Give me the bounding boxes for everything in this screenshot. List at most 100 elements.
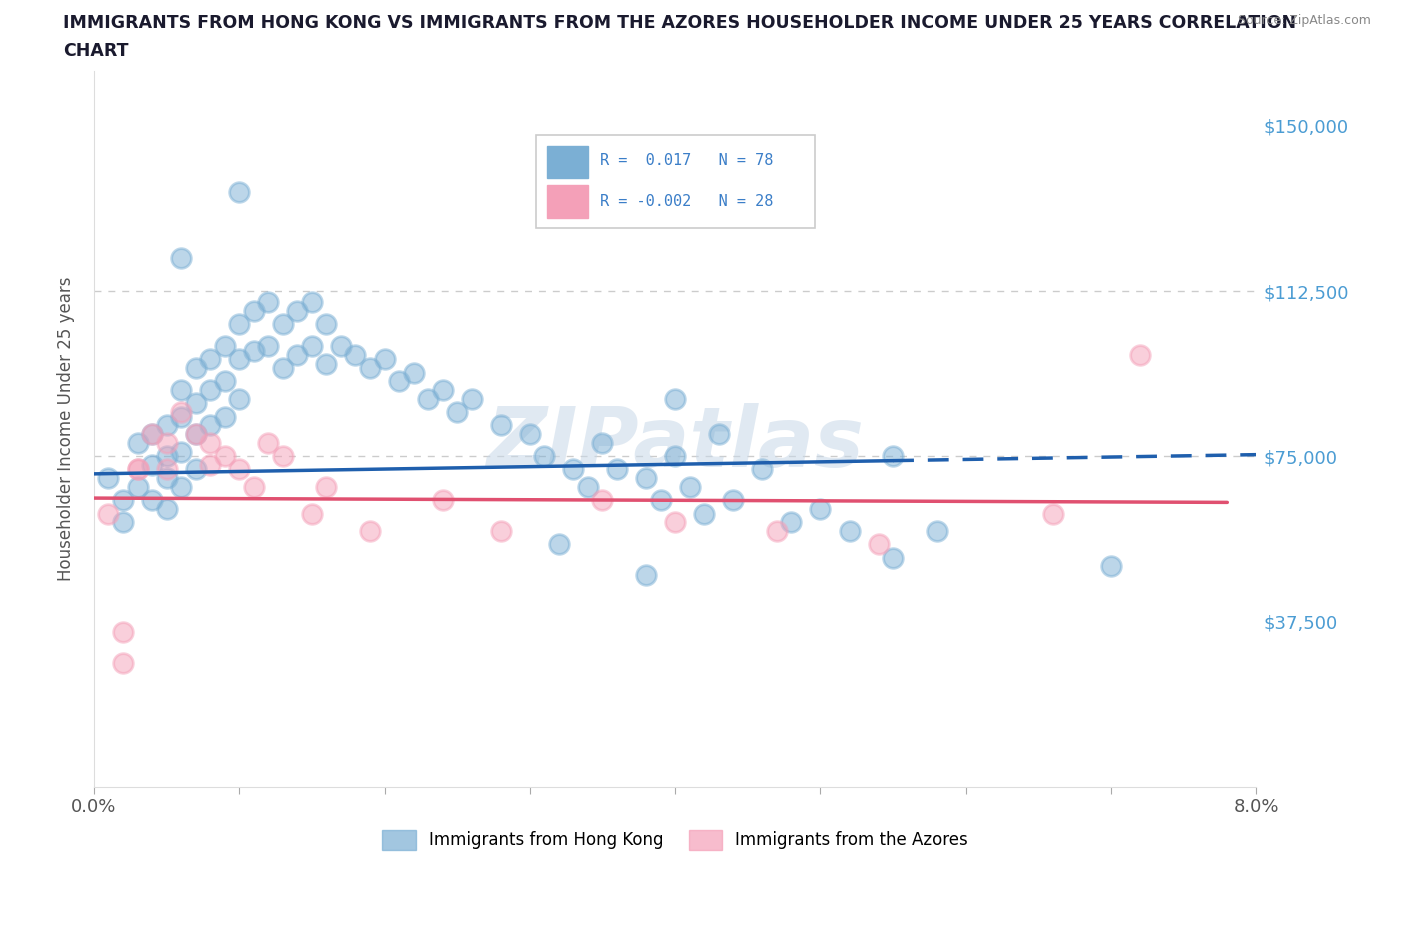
Point (636, 471, 658, 485)
Point (111, 515, 134, 530)
Point (388, 374, 411, 389)
Text: R = -0.002   N = 28: R = -0.002 N = 28 (599, 194, 773, 209)
Point (315, 356, 337, 371)
Text: IMMIGRANTS FROM HONG KONG VS IMMIGRANTS FROM THE AZORES HOUSEHOLDER INCOME UNDER: IMMIGRANTS FROM HONG KONG VS IMMIGRANTS … (63, 14, 1296, 32)
Point (127, 480, 149, 495)
Point (1099, 559, 1122, 574)
Point (707, 427, 730, 442)
Point (838, 524, 860, 538)
Point (111, 656, 134, 671)
Point (111, 625, 134, 640)
Point (170, 405, 193, 419)
Point (170, 250, 193, 265)
Point (184, 361, 207, 376)
Point (592, 493, 614, 508)
Point (228, 184, 250, 199)
Point (97, 471, 120, 485)
Point (198, 418, 221, 432)
Point (155, 501, 177, 516)
Point (301, 506, 323, 521)
Point (198, 383, 221, 398)
Point (664, 515, 686, 530)
Point (271, 361, 294, 376)
Point (155, 418, 177, 432)
Point (214, 339, 236, 353)
Point (315, 480, 337, 495)
Point (489, 418, 512, 432)
Legend: Immigrants from Hong Kong, Immigrants from the Azores: Immigrants from Hong Kong, Immigrants fr… (382, 830, 967, 850)
Bar (547, 185, 588, 218)
Point (606, 462, 628, 477)
Point (271, 449, 294, 464)
Point (242, 343, 264, 358)
Point (127, 462, 149, 477)
Point (242, 480, 264, 495)
Point (664, 392, 686, 406)
Point (141, 427, 163, 442)
Point (418, 392, 440, 406)
Text: R =  0.017   N = 78: R = 0.017 N = 78 (599, 153, 773, 168)
Point (214, 449, 236, 464)
Point (780, 515, 803, 530)
Point (257, 435, 280, 450)
Point (693, 506, 716, 521)
Point (198, 435, 221, 450)
Text: Source: ZipAtlas.com: Source: ZipAtlas.com (1237, 14, 1371, 27)
Point (228, 316, 250, 331)
Point (766, 524, 789, 538)
Point (257, 339, 280, 353)
Bar (547, 146, 588, 179)
Point (432, 383, 454, 398)
Point (925, 524, 948, 538)
Point (882, 449, 904, 464)
Point (111, 493, 134, 508)
Point (184, 462, 207, 477)
Point (184, 427, 207, 442)
Text: ZIPatlas: ZIPatlas (486, 403, 865, 484)
Point (214, 409, 236, 424)
Point (155, 449, 177, 464)
Point (184, 427, 207, 442)
Point (344, 348, 367, 363)
Point (301, 339, 323, 353)
Point (257, 295, 280, 310)
Point (155, 462, 177, 477)
Point (228, 392, 250, 406)
Text: CHART: CHART (63, 42, 129, 60)
Point (359, 524, 381, 538)
Point (170, 480, 193, 495)
Point (679, 480, 702, 495)
Point (228, 462, 250, 477)
Point (127, 462, 149, 477)
Point (271, 316, 294, 331)
Point (810, 501, 832, 516)
Point (519, 427, 541, 442)
Point (141, 427, 163, 442)
Point (214, 374, 236, 389)
Point (446, 405, 468, 419)
Point (184, 396, 207, 411)
Point (576, 480, 599, 495)
Point (97, 506, 120, 521)
Point (170, 383, 193, 398)
Point (489, 524, 512, 538)
Point (461, 392, 484, 406)
Point (882, 551, 904, 565)
Point (751, 462, 773, 477)
Point (170, 445, 193, 459)
Point (301, 295, 323, 310)
Point (127, 435, 149, 450)
Point (664, 449, 686, 464)
Point (198, 458, 221, 472)
Point (329, 339, 352, 353)
Point (650, 493, 672, 508)
Point (359, 361, 381, 376)
Point (285, 348, 308, 363)
Point (228, 352, 250, 366)
Point (285, 303, 308, 318)
Point (155, 471, 177, 485)
Point (155, 435, 177, 450)
Point (141, 458, 163, 472)
Point (592, 435, 614, 450)
Point (562, 462, 585, 477)
